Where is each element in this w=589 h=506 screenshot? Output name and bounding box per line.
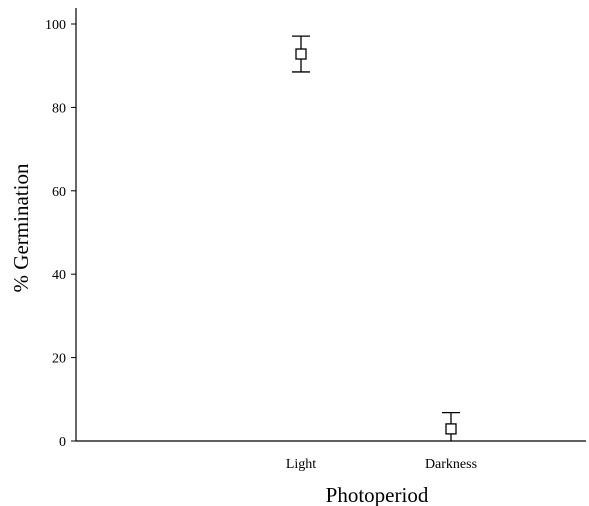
x-ticks: Light Darkness (286, 457, 477, 472)
data-marks (292, 35, 460, 441)
y-axis-title: % Germination (9, 163, 33, 292)
y-tick-label: 80 (52, 101, 66, 116)
data-point-group (442, 411, 460, 441)
data-point-group (292, 35, 310, 73)
y-ticks: 0 20 40 60 80 100 (45, 18, 76, 450)
x-tick-label: Darkness (425, 457, 477, 472)
y-tick-label: 20 (52, 352, 66, 367)
y-tick-label: 100 (45, 18, 66, 33)
axes (75, 8, 586, 442)
data-point (295, 48, 307, 60)
data-point (445, 423, 457, 435)
y-tick-label: 40 (52, 268, 66, 283)
x-tick-label: Light (286, 457, 316, 472)
x-axis-title: Photoperiod (326, 483, 429, 506)
y-tick-label: 60 (52, 185, 66, 200)
y-tick-label: 0 (59, 435, 66, 450)
